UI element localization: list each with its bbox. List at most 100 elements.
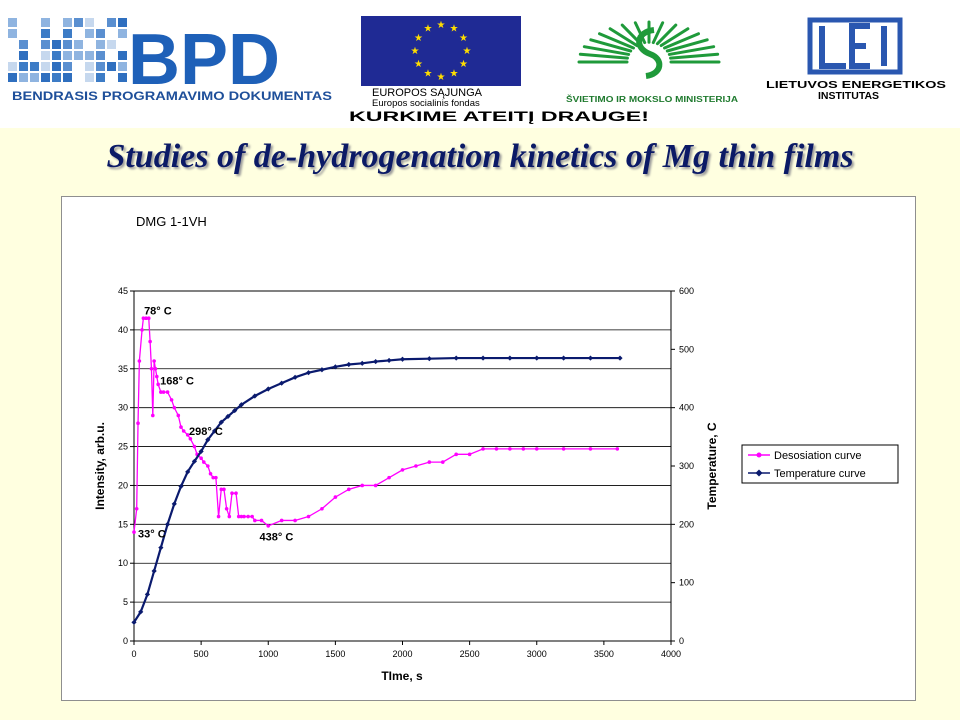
temperature-point	[171, 501, 177, 507]
desosiation-point	[387, 475, 391, 480]
mosaic-tile	[118, 29, 127, 38]
desosiation-point	[179, 425, 183, 429]
mosaic-tile	[19, 40, 28, 49]
desosiation-point	[454, 452, 459, 457]
ministry-rays	[577, 20, 721, 64]
ministry-ray	[651, 21, 665, 45]
desosiation-point	[192, 444, 197, 449]
lei-line2: INSTITUTAS	[818, 90, 879, 102]
lei-letters-icon	[807, 17, 903, 75]
y-tick-label: 45	[118, 286, 128, 296]
temperature-point	[211, 428, 218, 434]
temperature-annotation: 168° C	[160, 375, 194, 387]
desosiation-point	[561, 447, 566, 451]
eu-star-icon: ★	[437, 72, 446, 83]
plot-area	[133, 290, 672, 642]
eu-star-icon: ★	[459, 33, 468, 44]
mosaic-tile	[85, 29, 94, 38]
mosaic-tile	[41, 40, 50, 49]
temperature-point	[205, 437, 211, 443]
desosiation-point	[230, 491, 234, 496]
y2-axis-label: Temperature, C	[705, 422, 719, 509]
desosiation-point	[208, 471, 213, 476]
desosiation-point	[155, 374, 159, 379]
desosiation-point	[347, 487, 351, 492]
temperature-point	[178, 483, 184, 490]
desosiation-point	[132, 530, 136, 534]
eu-stars: ★★★★★★★★★ ★ ★★	[411, 20, 472, 83]
ministry-ray	[578, 52, 629, 60]
desosiation-point	[615, 447, 620, 451]
desosiation-point	[224, 506, 229, 511]
temperature-point	[265, 386, 271, 392]
x-tick-label: 1000	[258, 649, 278, 659]
chart-title: DMG 1-1VH	[136, 214, 207, 229]
x-tick-label: 2000	[392, 649, 412, 659]
x-tick-label: 4000	[661, 649, 681, 659]
desosiation-point	[172, 405, 177, 410]
eu-star-icon: ★	[424, 23, 433, 34]
mosaic-tile	[63, 62, 72, 71]
desosiation-point	[144, 316, 148, 321]
desosiation-point	[588, 447, 593, 451]
desosiation-point	[534, 447, 539, 451]
mosaic-tile	[74, 40, 83, 49]
mosaic-tile	[30, 62, 39, 71]
temperature-point	[561, 355, 567, 361]
ministry-ray	[633, 21, 647, 45]
mosaic-tile	[107, 18, 116, 27]
desosiation-point	[293, 518, 297, 523]
desosiation-point	[508, 447, 512, 451]
ministry-logo: ŠVIETIMO IR MOKSLO MINISTERIJA	[566, 20, 738, 104]
y-tick-label: 10	[118, 558, 128, 568]
legend-box	[741, 444, 899, 484]
desosiation-point	[253, 518, 257, 523]
desosiation-point	[188, 436, 193, 441]
lei-logo: LIETUVOS ENERGETIKOS INSTITUTAS	[766, 17, 946, 102]
mosaic-tile	[41, 51, 50, 60]
eu-star-icon: ★	[450, 69, 459, 80]
mosaic-tile	[41, 73, 50, 82]
desosiation-point	[440, 460, 445, 464]
mosaic-tile	[118, 73, 127, 82]
temperature-point	[185, 469, 191, 475]
temperature-point	[252, 393, 258, 399]
y-tick-label: 30	[118, 403, 128, 413]
y-tick-label: 40	[118, 325, 128, 335]
desosiation-point	[320, 506, 324, 511]
ministry-ray	[659, 27, 690, 48]
eu-star-icon: ★	[414, 33, 423, 44]
mosaic-tile	[85, 62, 94, 71]
desosiation-point	[152, 359, 156, 363]
desosiation-point	[146, 316, 151, 321]
desosiation-point	[219, 487, 224, 492]
desosiation-point	[227, 514, 232, 519]
desosiation-point	[467, 452, 472, 457]
mosaic-tile	[85, 18, 94, 27]
legend-label-desosiation: Desosiation curve	[774, 450, 861, 462]
desosiation-point	[239, 514, 244, 519]
y2-tick-label: 200	[679, 519, 694, 529]
y2-tick-label: 100	[679, 578, 694, 588]
x-tick-label: 500	[194, 649, 209, 659]
y2-tick-label: 600	[679, 286, 694, 296]
mosaic-tile	[85, 51, 94, 60]
mosaic-tile	[107, 40, 116, 49]
axes: 0 5 10 15 20 25 30 35 40 45 0 100 200 300 400 500 600 0 50…	[118, 286, 694, 659]
mosaic-tile	[96, 73, 105, 82]
desosiation-point	[149, 366, 154, 371]
temperature-point	[131, 619, 137, 625]
desosiation-point	[206, 464, 210, 468]
ministry-ray	[655, 23, 678, 46]
desosiation-point	[259, 518, 264, 523]
desosiation-point	[211, 475, 216, 480]
x-tick-label: 2500	[460, 649, 480, 659]
mosaic-tile	[63, 29, 72, 38]
temperature-point	[319, 367, 325, 373]
temperature-point	[305, 370, 312, 376]
temperature-line	[133, 356, 620, 623]
desosiation-point	[360, 483, 365, 488]
mosaic-tile	[74, 18, 83, 27]
grid	[134, 329, 671, 603]
temperature-series	[131, 355, 623, 625]
